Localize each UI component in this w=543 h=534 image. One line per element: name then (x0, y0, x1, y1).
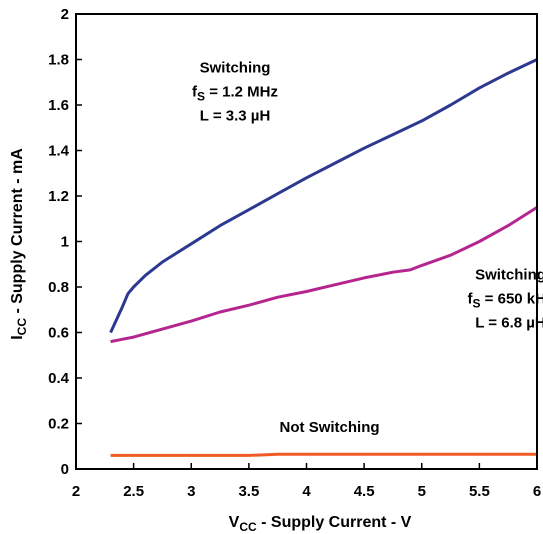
annotation-line: Not Switching (280, 419, 380, 436)
annotation-line: L = 6.8 µH (475, 314, 543, 331)
annotation-line: Switching (200, 59, 271, 76)
y-tick-label: 1.2 (48, 188, 69, 205)
y-axis-title-sub: CC (15, 318, 29, 336)
annotation-3: Not Switching (273, 415, 386, 439)
annotation-text: Not Switching (280, 419, 380, 436)
annotation-line: f (192, 83, 198, 100)
annotation-background (186, 56, 285, 128)
x-tick-label: 3 (187, 483, 195, 500)
annotation-text: Switching fS = 1.2 MHz L = 3.3 µH (192, 59, 278, 124)
y-tick-label: 0.6 (48, 325, 69, 342)
series-layer (109, 58, 538, 457)
annotation-line: L = 3.3 µH (200, 107, 270, 124)
y-tick-label: 2 (61, 6, 69, 23)
y-axis-title-main: I (9, 335, 26, 339)
y-tick-label: 0.2 (48, 416, 69, 433)
annotation-subscript: S (197, 89, 205, 103)
x-axis-title-sub: CC (239, 520, 257, 534)
y-axis-title: ICC - Supply Current - mA (9, 148, 29, 340)
annotation-line-rest: = 650 kHz (481, 290, 543, 307)
annotation-1: Switching fS = 1.2 MHz L = 3.3 µH (186, 56, 285, 128)
y-tick-label: 0 (61, 461, 69, 478)
annotation-background (273, 415, 386, 439)
y-tick-label: 1.4 (48, 143, 70, 160)
annotation-background (461, 263, 543, 335)
x-axis-title-main: V (229, 514, 240, 531)
series-line-1 (109, 58, 538, 334)
y-axis-title-rest: - Supply Current - mA (9, 148, 26, 318)
ticks-layer: 2 2.5 3 3.5 4 4.5 5 5.5 6 0 0.2 0.4 0.6 0.8 1 1.2 1.4 1.6… (48, 6, 541, 500)
x-tick-label: 5 (418, 483, 426, 500)
series-line-2 (110, 206, 538, 344)
annotation-line: Switching (475, 266, 543, 283)
x-tick-label: 2.5 (123, 483, 144, 500)
annotation-line: f (468, 290, 474, 307)
x-axis-title-rest: - Supply Current - V (257, 514, 412, 531)
y-tick-label: 0.8 (48, 279, 69, 296)
y-tick-label: 0.4 (48, 370, 70, 387)
series-line-3 (110, 452, 537, 457)
y-tick-label: 1 (61, 234, 69, 251)
x-tick-label: 6 (533, 483, 541, 500)
annotations-layer: Switching fS = 1.2 MHz L = 3.3 µHSwitching… (186, 56, 543, 439)
x-tick-label: 3.5 (238, 483, 259, 500)
plot-frame (75, 13, 538, 470)
y-tick-label: 1.6 (48, 97, 69, 114)
x-tick-label: 5.5 (469, 483, 490, 500)
y-tick-label: 1.8 (48, 52, 69, 69)
annotation-subscript: S (473, 296, 481, 310)
x-tick-label: 4 (302, 483, 311, 500)
x-axis-title: VCC - Supply Current - V (229, 514, 412, 534)
annotation-line-rest: = 1.2 MHz (205, 83, 278, 100)
x-tick-label: 2 (72, 483, 80, 500)
x-tick-label: 4.5 (354, 483, 375, 500)
